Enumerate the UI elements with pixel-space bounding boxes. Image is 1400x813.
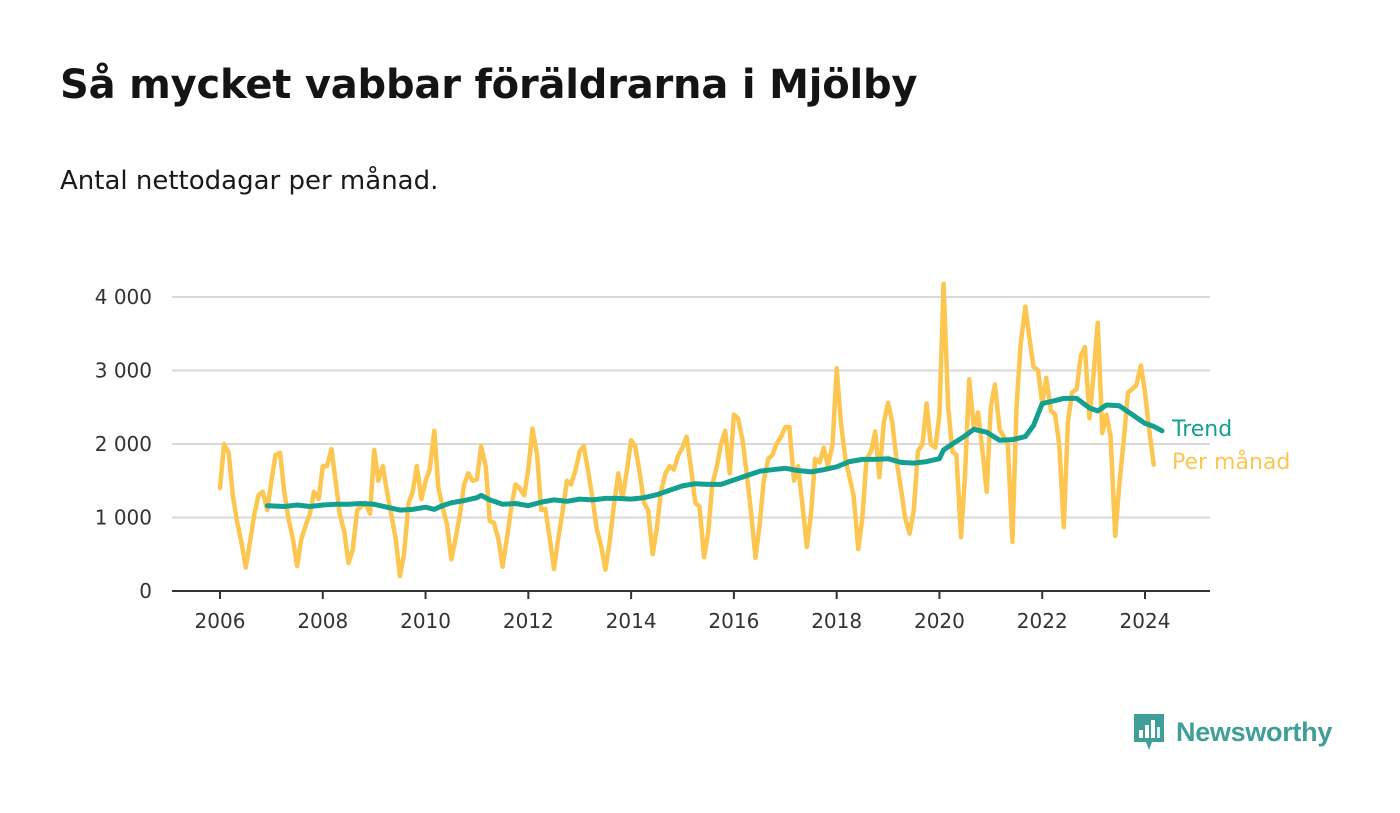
legend: Per månad Trend <box>1171 417 1290 475</box>
series-line-per-månad <box>217 281 1156 579</box>
brand-name: Newsworthy <box>1176 716 1333 747</box>
series-lines <box>217 281 1165 579</box>
x-tick-label-2012: 2012 <box>503 609 554 633</box>
x-tick-label-2006: 2006 <box>195 609 246 633</box>
chart-subtitle: Antal nettodagar per månad. <box>60 166 439 196</box>
x-tick-label-2024: 2024 <box>1120 609 1171 633</box>
x-tick-label-2010: 2010 <box>400 609 451 633</box>
newsworthy-logo-icon <box>1134 714 1164 750</box>
x-tick-label-2016: 2016 <box>708 609 759 633</box>
y-tick-label-4000: 4 000 <box>95 285 152 309</box>
y-axis: 0 1 000 2 000 3 000 4 000 <box>95 285 152 603</box>
x-tick-label-2022: 2022 <box>1017 609 1068 633</box>
series-line-trend <box>264 395 1165 513</box>
newsworthy-logo[interactable]: Newsworthy <box>1132 712 1332 752</box>
y-tick-label-2000: 2 000 <box>95 432 152 456</box>
x-tick-label-2014: 2014 <box>606 609 657 633</box>
x-tick-label-2020: 2020 <box>914 609 965 633</box>
y-tick-label-3000: 3 000 <box>95 359 152 383</box>
y-tick-label-0: 0 <box>139 579 152 603</box>
x-tick-label-2008: 2008 <box>297 609 348 633</box>
legend-label-per-månad: Per månad <box>1172 449 1290 475</box>
legend-label-trend: Trend <box>1171 417 1232 442</box>
y-tick-label-1000: 1 000 <box>95 506 152 530</box>
chart-title: Så mycket vabbar föräldrarna i Mjölby <box>60 62 918 108</box>
x-tick-label-2018: 2018 <box>811 609 862 633</box>
x-axis: 2006 2008 2010 2012 2014 2016 2018 2020 2022 2024 <box>172 590 1210 633</box>
